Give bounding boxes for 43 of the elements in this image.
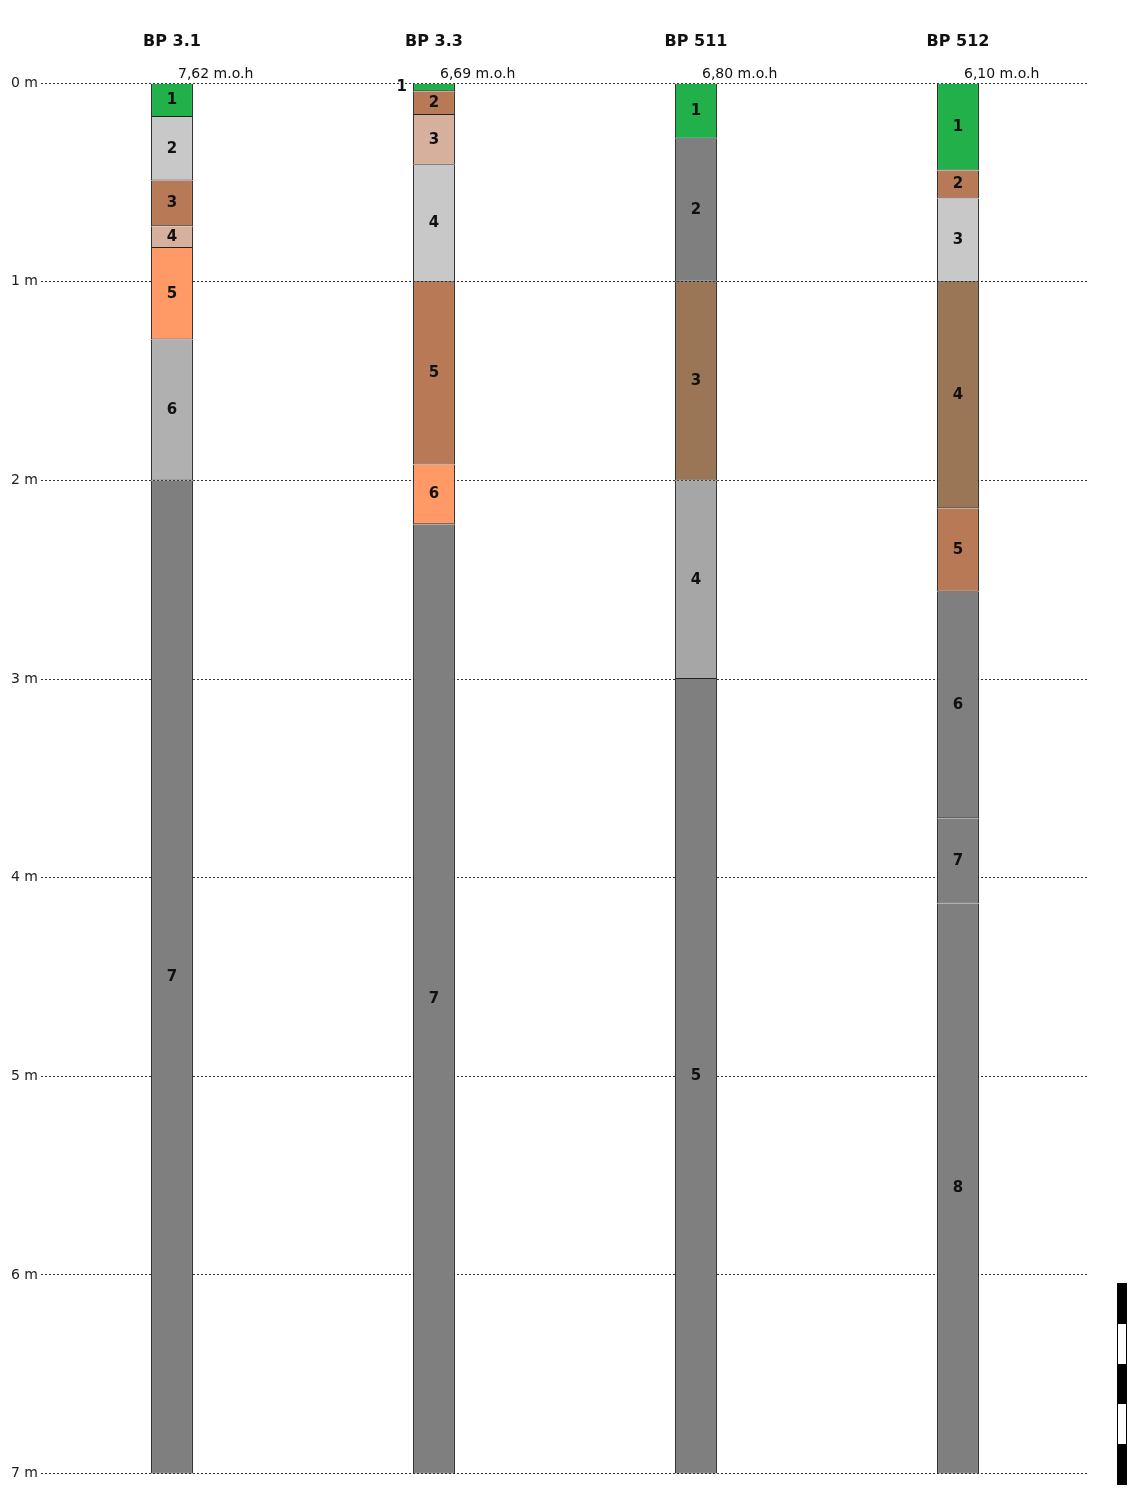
text: 5 (166, 283, 178, 302)
x-tick-label: BP 3.1 (143, 30, 201, 50)
text: 2 (166, 138, 178, 157)
y-tick-label: 3 m (11, 669, 38, 686)
text: 3 (690, 371, 702, 390)
series-label: 5 (428, 363, 440, 382)
text: 7 (166, 966, 178, 985)
series-label: 3 (166, 193, 178, 212)
text: 5 (952, 539, 964, 558)
series-label: 2 (428, 92, 440, 111)
annotation: 6,80 m.o.h (702, 64, 778, 81)
text: 1 (396, 77, 408, 96)
series-label: 4 (166, 227, 178, 246)
text: 4 (690, 569, 702, 588)
y-tick-label: 1 m (11, 272, 38, 289)
text: 1 (690, 101, 702, 120)
text: 7 (952, 850, 964, 869)
y-tick-label: 7 m (11, 1464, 38, 1481)
series-label: 6 (428, 484, 440, 503)
x-tick-label: BP 512 (926, 30, 990, 50)
text: 1 (952, 117, 964, 136)
text: 4 (952, 384, 964, 403)
text: 3 (952, 230, 964, 249)
series-label: 8 (952, 1178, 964, 1197)
text: 2 (690, 200, 702, 219)
text: 3 (428, 129, 440, 148)
x-tick-label: BP 511 (664, 30, 728, 50)
series-label: 1 (166, 90, 178, 109)
annotation: 6,10 m.o.h (964, 64, 1040, 81)
text: 4 (428, 213, 440, 232)
series-label: 7 (428, 988, 440, 1007)
annotation: 7,62 m.o.h (178, 64, 254, 81)
y-tick-label: 2 m (11, 471, 38, 488)
y-tick-label: 5 m (11, 1066, 38, 1083)
y-tick-label: 0 m (11, 73, 38, 90)
y-tick-label: 4 m (11, 868, 38, 885)
text: 6 (952, 694, 964, 713)
y-tick-label: 6 m (11, 1265, 38, 1282)
text: 5 (690, 1066, 702, 1085)
text: 2 (952, 174, 964, 193)
x-tick-label: BP 3.3 (405, 30, 463, 50)
text: 6 (166, 399, 178, 418)
annotation: 6,69 m.o.h (440, 64, 516, 81)
